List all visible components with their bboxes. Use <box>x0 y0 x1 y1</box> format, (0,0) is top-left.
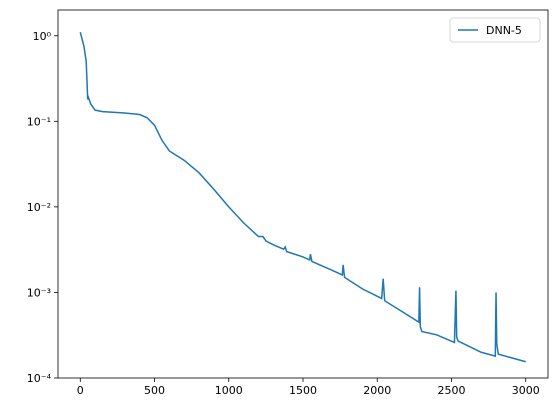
x-tick-label: 2500 <box>437 384 465 397</box>
x-tick-label: 2000 <box>363 384 391 397</box>
y-tick-label: 10⁻³ <box>27 286 51 299</box>
legend-label: DNN-5 <box>486 24 522 37</box>
y-tick-label: 10⁻¹ <box>27 115 51 128</box>
y-tick-label: 10⁰ <box>33 30 52 43</box>
x-tick-label: 500 <box>144 384 165 397</box>
y-tick-label: 10⁻⁴ <box>27 372 52 385</box>
x-tick-label: 0 <box>77 384 84 397</box>
y-tick-label: 10⁻² <box>27 201 51 214</box>
legend-box <box>449 17 541 43</box>
x-tick-label: 1500 <box>289 384 317 397</box>
plot-frame <box>57 9 549 379</box>
x-tick-label: 1000 <box>215 384 243 397</box>
x-tick-label: 3000 <box>512 384 540 397</box>
data-line <box>79 32 526 363</box>
